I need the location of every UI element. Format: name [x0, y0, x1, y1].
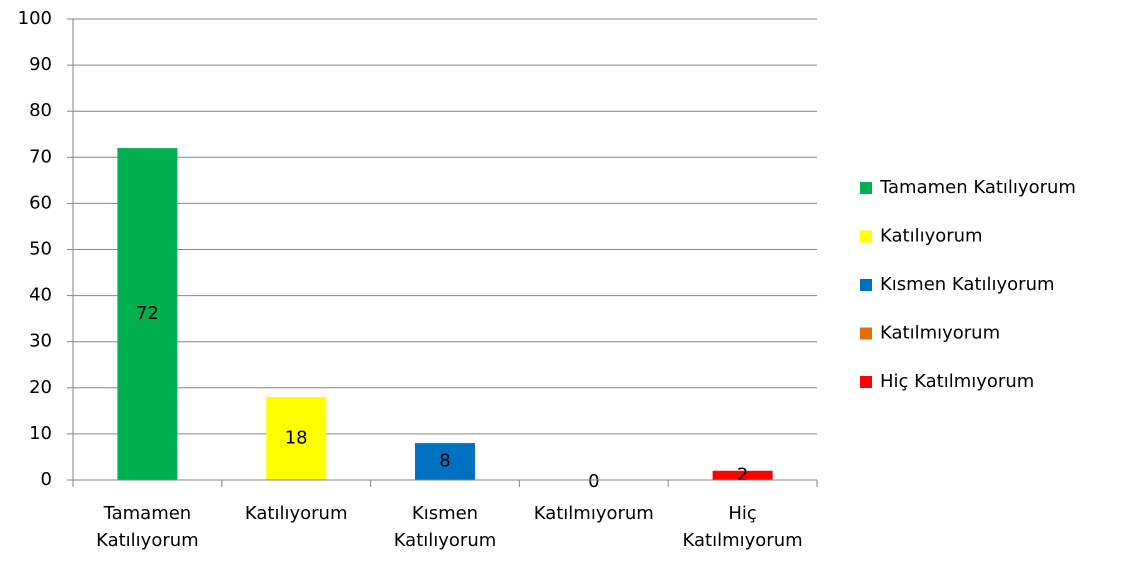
x-tick-label: Katılmıyorum — [533, 503, 654, 524]
x-tick-label: Hiç Katılmıyorum — [682, 503, 803, 551]
legend-label: Kısmen Katılıyorum — [880, 274, 1055, 295]
y-tick-label: 20 — [29, 377, 52, 398]
legend-label: Katılıyorum — [880, 226, 983, 247]
x-tick-label: Tamamen Katılıyorum — [96, 503, 199, 551]
y-tick-label: 60 — [29, 192, 52, 213]
y-tick-label: 80 — [29, 100, 52, 121]
x-tick-label: Kısmen Katılıyorum — [393, 503, 497, 551]
y-tick-label: 30 — [29, 331, 52, 352]
legend-swatch — [860, 279, 872, 291]
y-tick-label: 70 — [29, 146, 52, 167]
legend-label: Tamamen Katılıyorum — [879, 177, 1076, 198]
legend-swatch — [860, 182, 872, 194]
data-label: 72 — [136, 303, 159, 324]
y-tick-label: 50 — [29, 239, 52, 260]
data-label: 2 — [737, 464, 748, 485]
y-tick-label: 90 — [29, 54, 52, 75]
bar — [117, 148, 178, 480]
y-tick-label: 40 — [29, 285, 52, 306]
legend-swatch — [860, 230, 872, 243]
bar — [712, 470, 773, 480]
legend-swatch — [860, 376, 872, 388]
legend-label: Hiç Katılmıyorum — [880, 371, 1034, 392]
y-tick-label: 0 — [41, 469, 52, 490]
legend-label: Katılmıyorum — [880, 323, 1000, 344]
x-tick-label: Katılıyorum — [244, 503, 348, 524]
data-label: 18 — [285, 428, 308, 449]
data-label: 0 — [588, 471, 599, 492]
data-label: 8 — [439, 451, 450, 472]
y-tick-label: 10 — [29, 423, 52, 444]
legend-swatch — [860, 327, 872, 340]
bar — [415, 443, 475, 480]
y-tick-label: 100 — [18, 8, 52, 29]
bar — [266, 397, 327, 480]
